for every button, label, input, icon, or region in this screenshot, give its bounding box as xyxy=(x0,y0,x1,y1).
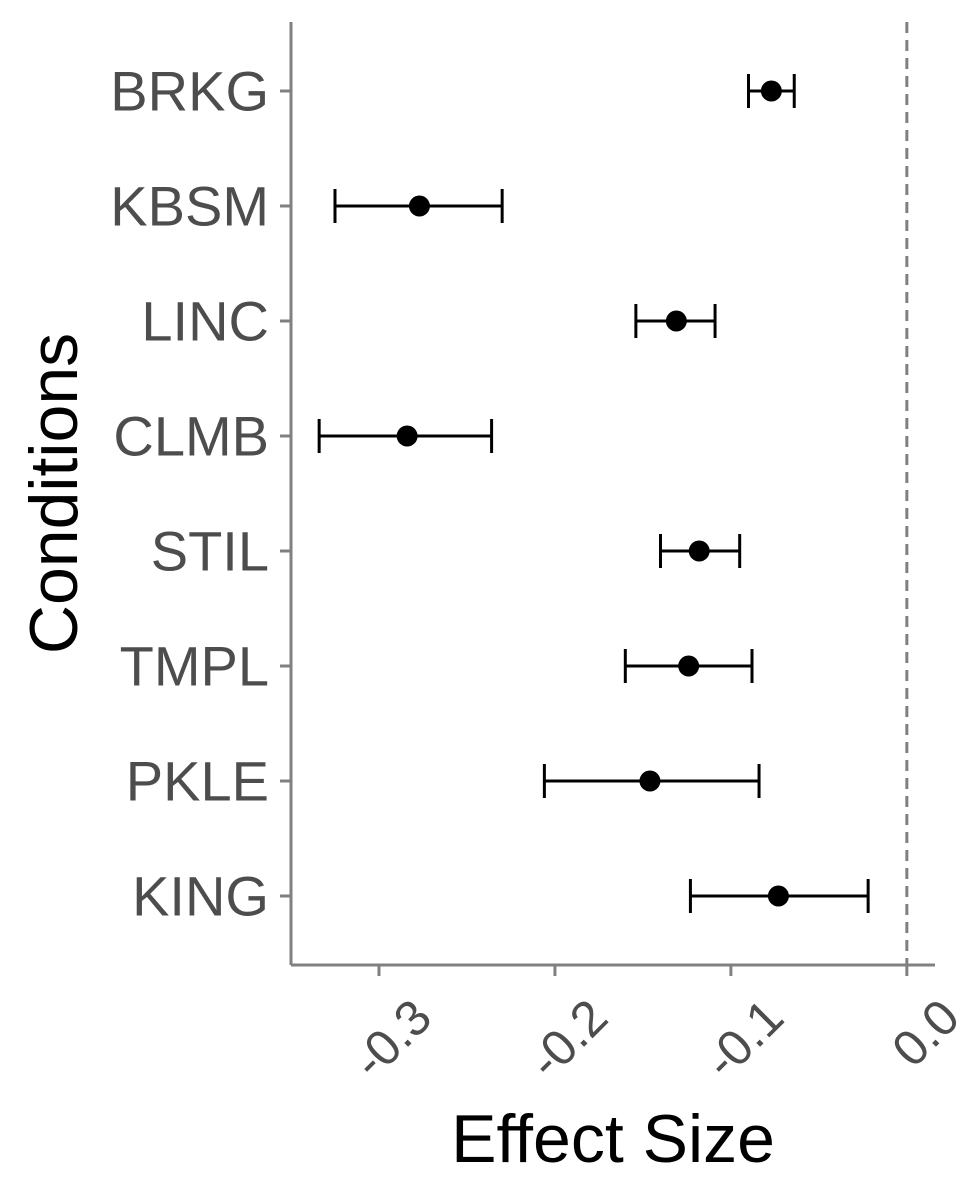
plot-area: BRKG KBSM LINC CLMB STIL TMPL PKLE KING -0.3 -0.2… xyxy=(110,22,960,1089)
y-tick-label-king: KING xyxy=(132,865,269,928)
point-tmpl xyxy=(678,655,700,677)
point-stil xyxy=(688,540,710,562)
x-axis-title: Effect Size xyxy=(451,1101,775,1177)
y-axis-title: Conditions xyxy=(16,333,92,654)
y-tick-label-brkg: BRKG xyxy=(110,60,269,123)
y-tick-label-kbsm: KBSM xyxy=(110,175,269,238)
x-tick-label: 0.0 xyxy=(881,989,960,1078)
y-tick-label-stil: STIL xyxy=(151,520,269,583)
x-tick-label: -0.1 xyxy=(694,989,795,1090)
point-clmb xyxy=(396,425,418,447)
point-brkg xyxy=(760,80,782,102)
y-tick-label-tmpl: TMPL xyxy=(120,635,269,698)
y-tick-label-clmb: CLMB xyxy=(113,405,269,468)
point-linc xyxy=(665,310,687,332)
x-tick-label: -0.2 xyxy=(518,989,619,1090)
point-king xyxy=(767,885,789,907)
y-tick-label-linc: LINC xyxy=(141,290,269,353)
y-tick-label-pkle: PKLE xyxy=(126,750,269,813)
point-pkle xyxy=(639,770,661,792)
x-tick-label: -0.3 xyxy=(342,989,443,1090)
point-kbsm xyxy=(408,195,430,217)
